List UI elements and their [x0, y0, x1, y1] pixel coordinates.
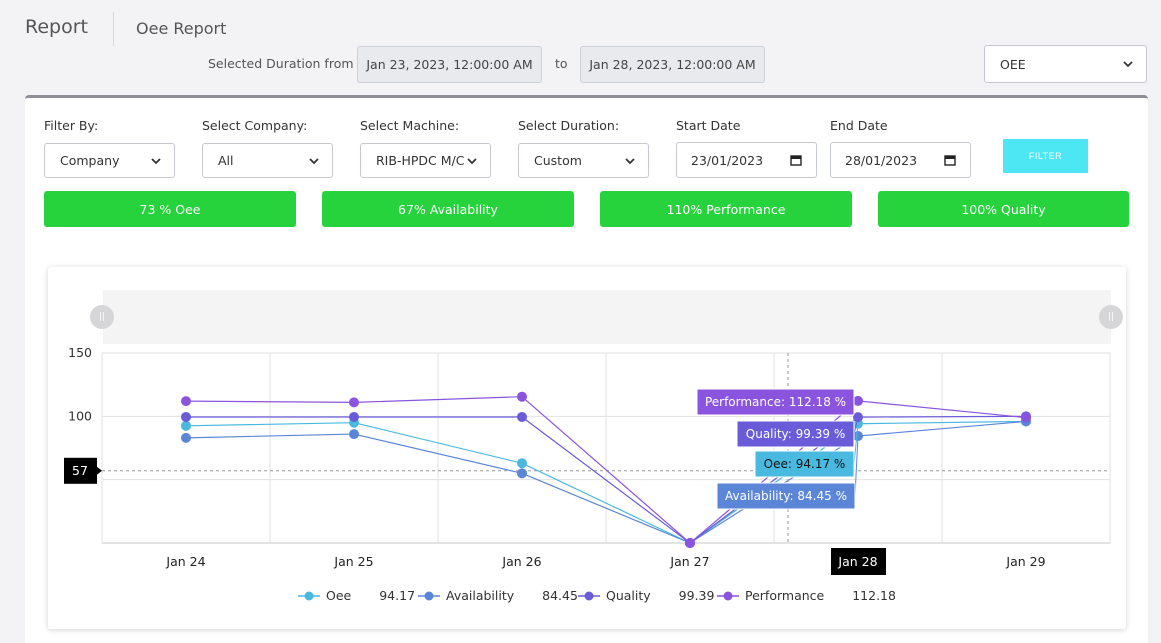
- company-label: Select Company:: [202, 118, 308, 133]
- end-date-value: 28/01/2023: [845, 152, 918, 168]
- range-handle-right[interactable]: ||: [1099, 305, 1123, 329]
- machine-value: RIB-HPDC M/C: [376, 153, 465, 168]
- legend-value: 99.39: [678, 588, 715, 603]
- kpi-performance: 110% Performance: [600, 191, 852, 227]
- legend-label: Performance: [745, 588, 825, 603]
- range-handle-left[interactable]: ||: [90, 305, 114, 329]
- company-select[interactable]: All: [202, 143, 333, 178]
- machine-select[interactable]: RIB-HPDC M/C: [360, 143, 491, 178]
- filter-by-select[interactable]: Company: [44, 143, 175, 178]
- legend-value: 94.17: [379, 588, 416, 603]
- metric-select-value: OEE: [1000, 56, 1026, 72]
- start-date-value: 23/01/2023: [691, 152, 764, 168]
- metric-select[interactable]: OEE: [984, 45, 1147, 83]
- legend-marker-icon: [578, 591, 600, 600]
- legend-value: 112.18: [852, 588, 896, 603]
- chevron-down-icon: [309, 157, 319, 164]
- calendar-icon[interactable]: [944, 154, 956, 166]
- duration-to-field: Jan 28, 2023, 12:00:00 AM: [580, 46, 765, 83]
- range-navigator[interactable]: [103, 290, 1111, 344]
- start-date-label: Start Date: [676, 118, 741, 133]
- legend-value: 84.45: [542, 588, 578, 603]
- legend-item-availability[interactable]: Availability 84.45: [418, 588, 578, 603]
- chevron-down-icon: [625, 157, 635, 164]
- legend-marker-icon: [298, 591, 320, 600]
- kpi-quality: 100% Quality: [878, 191, 1129, 227]
- filter-button[interactable]: FILTER: [1003, 139, 1088, 173]
- calendar-icon[interactable]: [790, 154, 802, 166]
- legend-label: Quality: [606, 588, 651, 603]
- duration-label: Selected Duration from: [208, 56, 354, 71]
- duration-to-label: to: [555, 56, 568, 71]
- legend-item-performance[interactable]: Performance 112.18: [717, 588, 896, 603]
- page-subtitle: Oee Report: [136, 19, 227, 38]
- legend-marker-icon: [717, 591, 739, 600]
- start-date-input[interactable]: 23/01/2023: [676, 142, 817, 178]
- header-divider: [113, 12, 114, 46]
- end-date-label: End Date: [830, 118, 888, 133]
- legend-item-quality[interactable]: Quality 99.39: [578, 588, 714, 603]
- kpi-availability: 67% Availability: [322, 191, 574, 227]
- filter-by-label: Filter By:: [44, 118, 99, 133]
- duration-select[interactable]: Custom: [518, 143, 649, 178]
- legend-item-oee[interactable]: Oee 94.17: [298, 588, 415, 603]
- chevron-down-icon: [467, 157, 477, 164]
- page-title: Report: [25, 16, 88, 38]
- duration-from-field: Jan 23, 2023, 12:00:00 AM: [357, 46, 542, 83]
- filter-by-value: Company: [60, 153, 120, 168]
- chevron-down-icon: [1123, 61, 1133, 68]
- legend-marker-icon: [418, 591, 440, 600]
- company-value: All: [218, 153, 234, 168]
- legend-label: Availability: [446, 588, 515, 603]
- kpi-oee: 73 % Oee: [44, 191, 296, 227]
- machine-label: Select Machine:: [360, 118, 460, 133]
- duration-select-label: Select Duration:: [518, 118, 620, 133]
- chevron-down-icon: [151, 157, 161, 164]
- end-date-input[interactable]: 28/01/2023: [830, 142, 971, 178]
- legend-label: Oee: [326, 588, 352, 603]
- duration-select-value: Custom: [534, 153, 582, 168]
